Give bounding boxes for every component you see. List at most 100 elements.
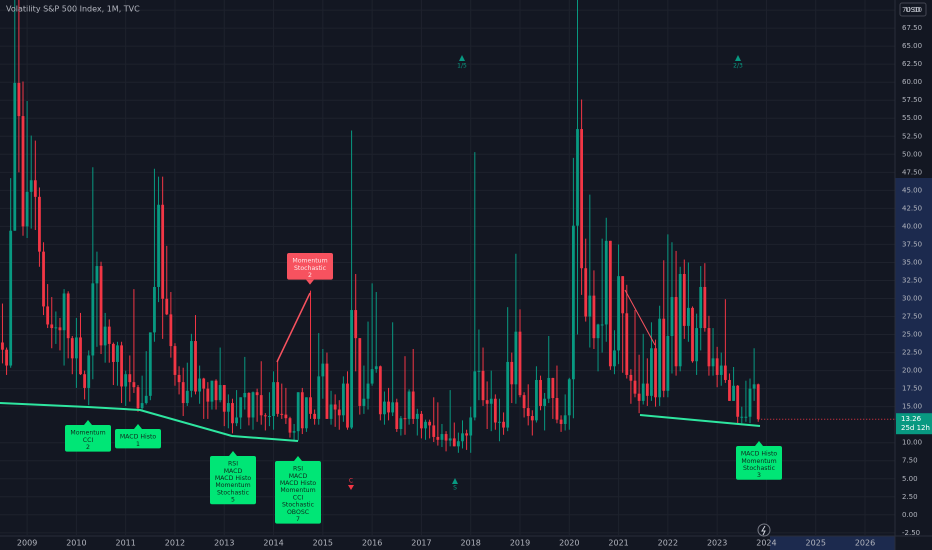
- candle-body: [358, 338, 362, 406]
- candle-body: [280, 413, 284, 415]
- candle-body: [403, 418, 407, 420]
- candle-body: [194, 341, 197, 392]
- annotation-text: MACD Histo: [741, 451, 778, 458]
- y-tick-label: 67.50: [902, 24, 922, 32]
- candle-body: [395, 402, 399, 430]
- candle-body: [144, 395, 148, 404]
- currency-box: [899, 2, 927, 17]
- x-tick-label: 2019: [510, 539, 530, 548]
- candle-body: [719, 365, 723, 375]
- annotation-text: 5: [231, 497, 235, 504]
- y-tick-label: 20.00: [902, 367, 922, 375]
- candle-body: [66, 293, 70, 339]
- y-tick-label: 65.00: [902, 42, 922, 50]
- candle-body: [366, 383, 370, 399]
- candle-body: [374, 366, 378, 370]
- candle-body: [654, 348, 657, 398]
- y-tick-label: 40.00: [902, 222, 922, 230]
- candle-body: [715, 358, 719, 375]
- candle-body: [288, 418, 292, 433]
- candle-body: [202, 378, 206, 389]
- candle-body: [736, 385, 740, 417]
- y-tick-label: 47.50: [902, 168, 922, 176]
- candle-body: [54, 327, 58, 329]
- annotation-text: RSI: [228, 461, 238, 468]
- annotation-text: Stochastic: [743, 465, 776, 472]
- annotation-box: [275, 461, 321, 524]
- candle-body: [25, 191, 29, 227]
- candle-body: [350, 310, 353, 428]
- replay-glyph: [761, 525, 766, 536]
- candle-body: [424, 421, 427, 429]
- candle-body: [723, 365, 727, 380]
- chart-title: Volatility S&P 500 Index, 1M, TVC: [6, 5, 140, 14]
- annotation-text: MACD Histo: [215, 475, 252, 482]
- candle-body: [604, 240, 608, 325]
- candle-body: [567, 379, 571, 416]
- annotation-pointer: [84, 420, 92, 425]
- candle-body: [42, 251, 45, 307]
- divergence-line: [624, 289, 656, 346]
- candle-body: [662, 318, 666, 391]
- x-tick-label: 2015: [313, 539, 333, 548]
- signal-text: 2/3: [733, 63, 743, 70]
- candle-body: [670, 297, 674, 336]
- candle-body: [190, 341, 193, 391]
- candle-body: [231, 403, 234, 424]
- candles: [1, 0, 760, 453]
- candle-body: [576, 129, 579, 226]
- candle-body: [235, 417, 238, 424]
- candle-body: [613, 350, 616, 367]
- candle-body: [391, 402, 395, 413]
- candle-body: [744, 416, 748, 418]
- annotation-text: CCI: [293, 494, 304, 501]
- annotation-text: MACD: [289, 473, 308, 480]
- candle-body: [305, 397, 308, 429]
- candle-body: [645, 383, 649, 396]
- x-tick-label: 2021: [608, 539, 628, 548]
- x-tick-label: 2018: [461, 539, 481, 548]
- y-tick-label: 27.50: [902, 313, 922, 321]
- y-tick-label: 42.50: [902, 204, 922, 212]
- annotation-text: Momentum: [280, 487, 315, 494]
- signal-marker: [735, 55, 741, 61]
- candle-body: [452, 438, 456, 447]
- candle-body: [70, 338, 74, 359]
- candle-body: [621, 276, 625, 314]
- y-tick-label: 62.50: [902, 60, 922, 68]
- candle-body: [210, 380, 214, 402]
- candle-body: [436, 436, 440, 440]
- candle-body: [625, 313, 629, 375]
- y-tick-label: 52.50: [902, 132, 922, 140]
- candle-body: [498, 421, 501, 423]
- y-tick-label: 70.00: [902, 6, 922, 14]
- candle-body: [276, 382, 280, 414]
- annotation-box: [736, 446, 782, 480]
- annotation-text: Stochastic: [217, 489, 250, 496]
- x-tick-label: 2025: [806, 539, 826, 548]
- annotation-text: 7: [296, 516, 300, 523]
- candle-body: [185, 390, 189, 404]
- signal-text: S: [453, 485, 457, 492]
- y-tick-label: 37.50: [902, 240, 922, 248]
- candle-body: [650, 348, 653, 396]
- candle-body: [530, 416, 534, 421]
- signal-marker: [452, 478, 458, 484]
- annotation-text: OBOSC: [287, 509, 309, 516]
- x-tick-label: 2011: [116, 539, 136, 548]
- candle-body: [161, 204, 165, 299]
- signal-text: 1/5: [457, 63, 467, 70]
- annotation-text: 3: [757, 472, 761, 479]
- countdown: 25d 12h: [901, 424, 930, 432]
- candle-body: [198, 378, 202, 392]
- candle-body: [633, 380, 637, 394]
- replay-icon[interactable]: [757, 523, 771, 537]
- y-tick-label: 45.00: [902, 186, 922, 194]
- y-tick-label: 0.00: [902, 511, 918, 519]
- candle-body: [325, 363, 329, 419]
- candle-body: [555, 398, 559, 420]
- candle-body: [547, 377, 551, 399]
- last-price: 13.26: [901, 415, 922, 423]
- y-tick-label: -2.50: [902, 529, 920, 537]
